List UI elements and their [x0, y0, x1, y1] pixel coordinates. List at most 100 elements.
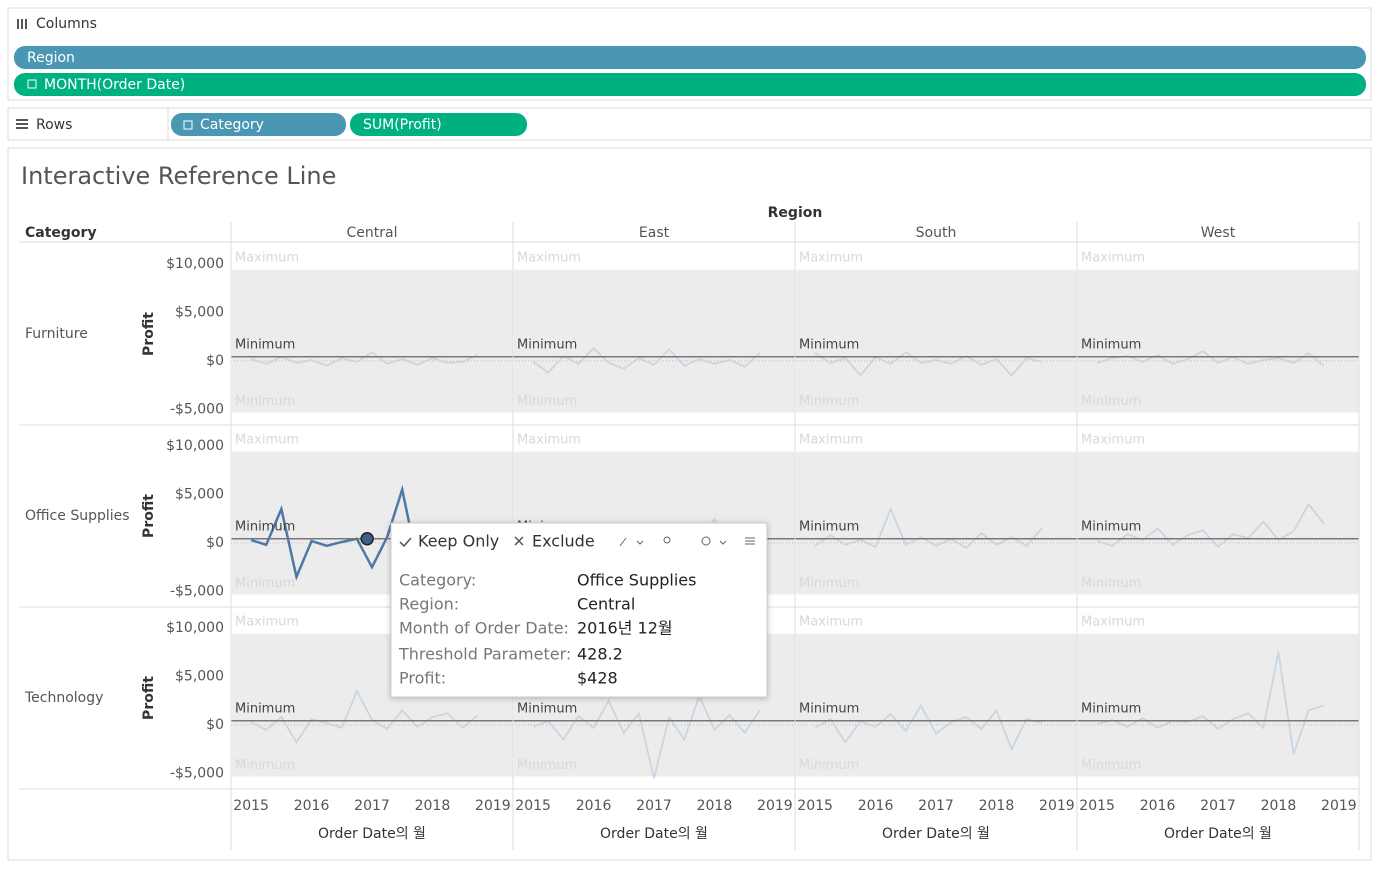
- reference-band: [796, 269, 1077, 413]
- reference-label: Minimum: [517, 337, 577, 352]
- band-label: Minimum: [517, 394, 577, 409]
- x-tick-label: 2016: [294, 798, 330, 814]
- pill[interactable]: [350, 113, 527, 136]
- x-axis-title: Order Date의 월: [882, 826, 990, 842]
- expand-icon[interactable]: [183, 120, 193, 130]
- x-tick-label: 2018: [415, 798, 451, 814]
- profit-line: [250, 688, 479, 745]
- band-label: Maximum: [799, 251, 863, 266]
- profit-line: [814, 703, 1042, 752]
- x-tick-label: 2018: [979, 798, 1015, 814]
- x-axis-title: Order Date의 월: [1164, 826, 1272, 842]
- band-label: Maximum: [517, 433, 581, 448]
- tooltip-field-label: Profit:: [399, 669, 446, 688]
- x-tick-label: 2017: [636, 798, 672, 814]
- selected-point: [360, 532, 374, 546]
- band-label: Maximum: [1081, 433, 1145, 448]
- tooltip-field-value: Central: [577, 595, 635, 614]
- band-label: Minimum: [235, 394, 295, 409]
- pill-label[interactable]: Region: [27, 50, 75, 66]
- x-axis-title: Order Date의 월: [600, 826, 708, 842]
- profit-line: [532, 347, 761, 374]
- reference-label: Minimum: [1081, 337, 1141, 352]
- x-tick-label: 2017: [354, 798, 390, 814]
- reference-label: Minimum: [517, 701, 577, 716]
- x-tick-label: 2015: [797, 798, 833, 814]
- x-tick-label: 2019: [1321, 798, 1357, 814]
- reference-band: [514, 269, 795, 413]
- x-tick-label: 2019: [475, 798, 511, 814]
- reference-label: Minimum: [799, 519, 859, 534]
- band-label: Minimum: [799, 394, 859, 409]
- reference-band: [1078, 633, 1359, 777]
- reference-band: [796, 451, 1077, 595]
- reference-band: [1078, 269, 1359, 413]
- chart-title: Interactive Reference Line: [21, 162, 336, 190]
- profit-line: [814, 351, 1042, 377]
- x-tick-label: 2017: [1200, 798, 1236, 814]
- y-axis-title: Profit: [141, 676, 157, 720]
- band-label: Maximum: [235, 615, 299, 630]
- x-tick-label: 2016: [858, 798, 894, 814]
- reference-label: Minimum: [1081, 519, 1141, 534]
- y-axis-title: Profit: [141, 312, 157, 356]
- y-tick-label: $10,000: [166, 438, 224, 454]
- row-header: Furniture: [25, 326, 88, 342]
- tooltip-field-label: Region:: [399, 595, 459, 614]
- band-label: Maximum: [235, 433, 299, 448]
- rows-label: Rows: [36, 117, 72, 133]
- reference-label: Minimum: [799, 701, 859, 716]
- x-tick-label: 2019: [1039, 798, 1075, 814]
- x-tick-label: 2015: [1079, 798, 1115, 814]
- pill-label[interactable]: Category: [200, 117, 264, 133]
- column-header: East: [639, 225, 670, 241]
- x-axis-title: Order Date의 월: [318, 826, 426, 842]
- band-label: Maximum: [1081, 251, 1145, 266]
- check-icon[interactable]: [399, 537, 412, 548]
- reference-label: Minimum: [235, 337, 295, 352]
- x-tick-label: 2019: [757, 798, 793, 814]
- x-tick-label: 2018: [1261, 798, 1297, 814]
- band-label: Minimum: [799, 758, 859, 773]
- rows-icon: [16, 119, 28, 129]
- exclude-icon[interactable]: [514, 536, 524, 546]
- expand-icon[interactable]: [27, 79, 37, 89]
- y-tick-label: $0: [206, 353, 224, 369]
- y-tick-label: $0: [206, 535, 224, 551]
- row-header: Office Supplies: [25, 508, 130, 524]
- keep-only[interactable]: Keep Only: [418, 532, 499, 551]
- reference-band: [1078, 451, 1359, 595]
- tooltip-field-label: Threshold Parameter:: [398, 645, 571, 664]
- reference-label: Minimum: [235, 701, 295, 716]
- reference-label: Minimum: [1081, 701, 1141, 716]
- reference-label: Minimum: [799, 337, 859, 352]
- exclude[interactable]: Exclude: [532, 532, 595, 551]
- pill-label[interactable]: SUM(Profit): [363, 117, 442, 133]
- pill[interactable]: [14, 46, 1366, 69]
- pill-label[interactable]: MONTH(Order Date): [44, 77, 185, 93]
- band-label: Minimum: [235, 576, 295, 591]
- tooltip-field-label: Category:: [399, 571, 476, 590]
- reference-band: [232, 269, 513, 413]
- y-tick-label: $10,000: [166, 620, 224, 636]
- y-tick-label: $10,000: [166, 256, 224, 272]
- y-axis-title: Profit: [141, 494, 157, 538]
- band-label: Maximum: [517, 251, 581, 266]
- pill[interactable]: [14, 73, 1366, 96]
- column-header: West: [1201, 225, 1236, 241]
- x-tick-label: 2015: [233, 798, 269, 814]
- tooltip: Keep Only Exclude Category: Office Suppli…: [390, 522, 768, 698]
- y-tick-label: -$5,000: [170, 583, 224, 599]
- band-label: Minimum: [1081, 758, 1141, 773]
- tooltip-field-label: Month of Order Date:: [399, 619, 569, 638]
- columns-icon: [17, 19, 27, 29]
- x-tick-label: 2016: [576, 798, 612, 814]
- band-label: Maximum: [799, 433, 863, 448]
- profit-line: [532, 693, 761, 779]
- band-label: Minimum: [1081, 576, 1141, 591]
- row-header-title: Category: [25, 225, 97, 241]
- column-header-title: Region: [768, 205, 823, 221]
- tooltip-icons[interactable]: [619, 536, 755, 547]
- pill[interactable]: [171, 113, 346, 136]
